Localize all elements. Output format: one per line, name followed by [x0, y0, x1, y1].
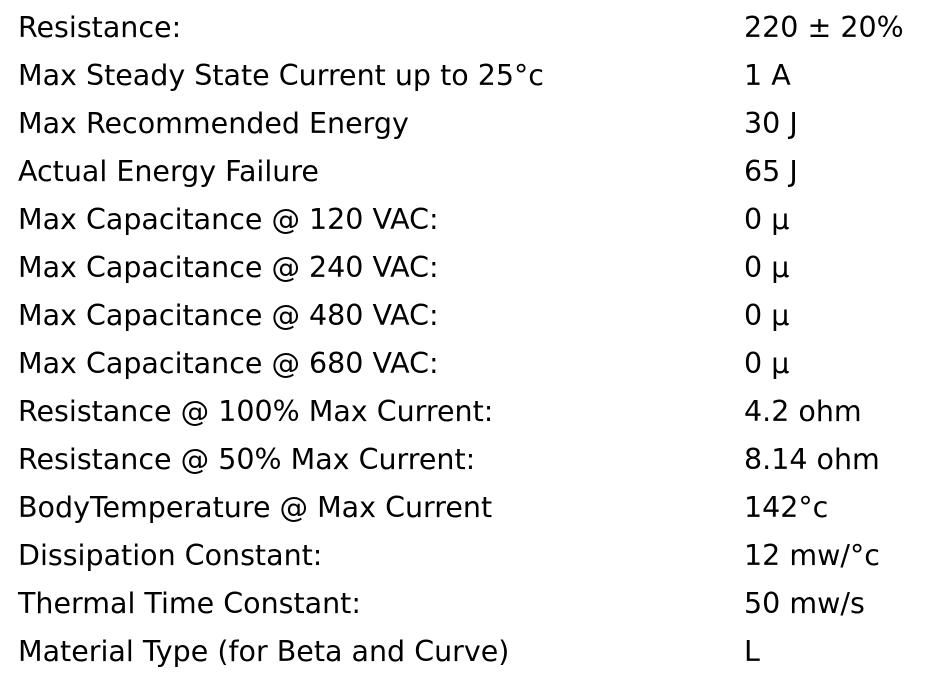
spec-value: 220 ± 20%	[744, 11, 904, 44]
spec-value: 1 A	[744, 59, 791, 92]
spec-value: 4.2 ohm	[744, 395, 862, 428]
spec-value: 12 mw/°c	[744, 539, 880, 572]
spec-label: Resistance @ 100% Max Current:	[18, 395, 494, 428]
spec-value: 30 J	[744, 107, 798, 140]
spec-label: Actual Energy Failure	[18, 155, 319, 188]
spec-value: 50 mw/s	[744, 587, 865, 620]
spec-label: Max Capacitance @ 680 VAC:	[18, 347, 439, 380]
spec-value: L	[744, 635, 760, 668]
spec-value: 0 µ	[744, 299, 790, 332]
spec-label: Max Capacitance @ 120 VAC:	[18, 203, 439, 236]
spec-label: Resistance @ 50% Max Current:	[18, 443, 476, 476]
spec-label: Max Steady State Current up to 25°c	[18, 59, 544, 92]
spec-value: 8.14 ohm	[744, 443, 880, 476]
spec-label: Thermal Time Constant:	[18, 587, 361, 620]
spec-value: 65 J	[744, 155, 798, 188]
spec-value: 0 µ	[744, 347, 790, 380]
spec-label: Resistance:	[18, 11, 182, 44]
spec-label: BodyTemperature @ Max Current	[18, 491, 493, 524]
spec-value: 142°c	[744, 491, 829, 524]
spec-value: 0 µ	[744, 203, 790, 236]
spec-value: 0 µ	[744, 251, 790, 284]
spec-label: Dissipation Constant:	[18, 539, 323, 572]
spec-label: Material Type (for Beta and Curve)	[18, 635, 510, 668]
spec-label: Max Capacitance @ 240 VAC:	[18, 251, 439, 284]
spec-label: Max Recommended Energy	[18, 107, 409, 140]
spec-label: Max Capacitance @ 480 VAC:	[18, 299, 439, 332]
